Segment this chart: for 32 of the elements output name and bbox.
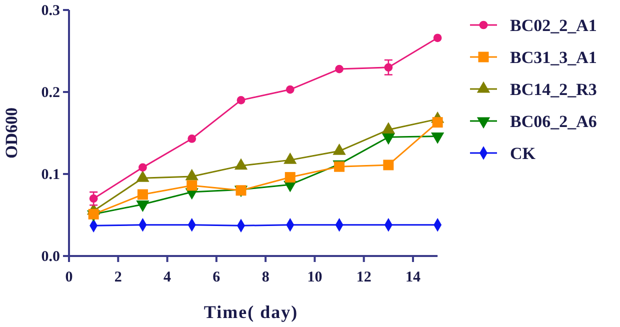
point	[186, 180, 198, 191]
x-tick-label: 6	[212, 270, 221, 286]
legend-label: BC14_2_R3	[510, 80, 597, 99]
point	[432, 117, 443, 128]
y-tick-label: 0.0	[41, 248, 60, 265]
y-tick-label: 0.3	[41, 2, 60, 19]
x-axis-title: Time( day)	[204, 302, 298, 322]
x-tick-label: 10	[307, 270, 322, 286]
x-tick-label: 8	[262, 270, 270, 286]
legend-label: BC31_3_A1	[510, 48, 597, 67]
legend-label: BC06_2_A6	[510, 112, 597, 131]
y-axis-title: OD600	[2, 108, 21, 158]
point	[88, 208, 99, 220]
x-tick-label: 2	[114, 270, 122, 286]
point	[138, 163, 147, 172]
point	[384, 63, 393, 72]
point	[236, 96, 246, 104]
point	[286, 85, 294, 94]
point	[433, 34, 442, 42]
point	[188, 134, 196, 143]
point	[383, 160, 394, 170]
x-tick-label: 14	[406, 270, 421, 286]
legend-label: BC02_2_A1	[510, 16, 597, 35]
x-tick-label: 4	[164, 270, 172, 286]
x-tick-label: 0	[65, 270, 73, 286]
x-tick-label: 12	[356, 270, 372, 286]
y-tick-label: 0.2	[41, 84, 60, 101]
point	[284, 172, 296, 183]
y-tick-label: 0.1	[41, 166, 60, 183]
point	[335, 64, 344, 74]
point	[137, 189, 148, 200]
legend-label: CK	[510, 144, 536, 163]
